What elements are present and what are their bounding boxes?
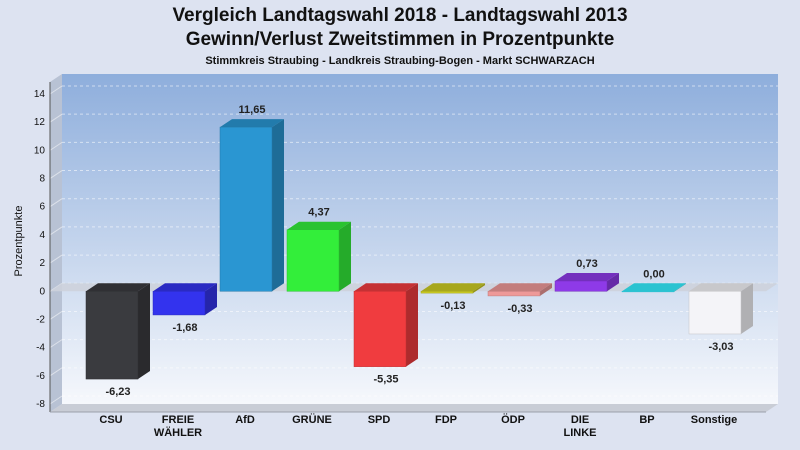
bar-top xyxy=(622,283,686,292)
value-label: -0,13 xyxy=(440,300,465,312)
bar-front xyxy=(85,291,139,380)
bar-front xyxy=(554,280,608,292)
bar-side xyxy=(272,119,284,292)
gridline-side xyxy=(49,141,63,151)
y-tick-label: -4 xyxy=(36,343,45,354)
y-tick-label: 14 xyxy=(34,89,46,100)
bar-top xyxy=(555,272,619,281)
y-axis-label: Prozentpunkte xyxy=(13,206,25,277)
bar-front xyxy=(688,291,742,335)
value-label: 0,73 xyxy=(576,258,597,270)
bar-top xyxy=(287,221,351,230)
y-tick-label: -8 xyxy=(36,399,45,410)
x-tick-label: ÖDP xyxy=(501,413,525,426)
x-tick-label: DIE xyxy=(571,414,589,426)
value-label: -5,35 xyxy=(373,374,398,386)
gridline-side xyxy=(49,170,63,179)
gridline-side xyxy=(49,226,63,236)
gridline-side xyxy=(49,339,63,349)
bar-top xyxy=(220,119,284,128)
y-tick-label: 10 xyxy=(34,145,46,156)
value-label: -1,68 xyxy=(172,322,197,334)
bar-side xyxy=(540,283,552,296)
bar-sonstige xyxy=(688,283,753,335)
x-tick-label: FREIE xyxy=(162,414,194,426)
bar-ödp xyxy=(487,283,552,297)
x-tick-label: WÄHLER xyxy=(154,426,202,439)
y-tick-label: 4 xyxy=(39,230,45,241)
bar-front xyxy=(152,291,206,316)
x-tick-label: FDP xyxy=(435,414,457,426)
chart-title: Vergleich Landtagswahl 2018 - Landtagswa… xyxy=(172,5,627,26)
bar-side xyxy=(406,283,418,367)
plot-floor xyxy=(50,404,778,412)
bar-front xyxy=(621,291,675,293)
bar-top xyxy=(354,283,418,292)
chart-region: Stimmkreis Straubing - Landkreis Straubi… xyxy=(205,55,594,67)
bar-bp xyxy=(621,283,686,293)
bar-front xyxy=(353,291,407,367)
value-label: -0,33 xyxy=(507,303,532,315)
bar-top xyxy=(86,283,150,292)
plot-side-wall xyxy=(50,74,62,412)
x-tick-label: CSU xyxy=(99,414,122,426)
bar-front xyxy=(487,291,541,297)
bar-die-linke xyxy=(554,272,619,292)
gridline-side xyxy=(49,311,63,320)
bar-fdp xyxy=(420,283,485,294)
y-tick-label: 12 xyxy=(34,117,46,128)
gridline-side xyxy=(49,113,63,123)
bar-freie-wähler xyxy=(152,283,217,316)
bar-front xyxy=(420,291,474,294)
x-tick-label: AfD xyxy=(235,414,255,426)
value-label: 11,65 xyxy=(239,104,266,116)
bar-top xyxy=(153,283,217,292)
bar-side xyxy=(473,283,485,294)
bar-side xyxy=(138,283,150,380)
x-tick-label: LINKE xyxy=(564,427,597,439)
x-tick-label: BP xyxy=(639,414,654,426)
value-label: 4,37 xyxy=(308,207,329,219)
bar-afd xyxy=(219,119,284,292)
x-tick-label: GRÜNE xyxy=(292,413,332,426)
bar-side xyxy=(607,272,619,292)
y-tick-label: 6 xyxy=(39,202,45,213)
bar-csu xyxy=(85,283,150,380)
bar-front xyxy=(286,229,340,292)
bar-spd xyxy=(353,283,418,367)
bar-side xyxy=(339,221,351,292)
bar-side xyxy=(741,283,753,334)
x-tick-label: Sonstige xyxy=(691,414,737,426)
value-label: 0,00 xyxy=(643,268,664,280)
bar-grüne xyxy=(286,221,351,292)
bar-top xyxy=(488,283,552,292)
value-label: -3,03 xyxy=(708,341,733,353)
y-tick-label: 8 xyxy=(39,174,45,185)
gridline-side xyxy=(49,85,63,95)
gridline-side xyxy=(49,254,63,264)
gridline-side xyxy=(49,395,63,405)
gridline-side xyxy=(49,367,63,377)
y-tick-label: 2 xyxy=(39,258,45,269)
plot-background xyxy=(62,74,778,404)
bar-top xyxy=(421,283,485,292)
bar-top xyxy=(689,283,753,292)
y-tick-label: 0 xyxy=(39,286,45,297)
gridline-side xyxy=(49,198,63,208)
y-tick-label: -2 xyxy=(36,314,45,325)
value-label: -6,23 xyxy=(105,386,130,398)
y-tick-label: -6 xyxy=(36,371,45,382)
chart-subtitle: Gewinn/Verlust Zweitstimmen in Prozentpu… xyxy=(186,29,615,50)
bar-side xyxy=(674,283,686,292)
x-tick-label: SPD xyxy=(368,414,391,426)
bar-front xyxy=(219,126,273,292)
bar-side xyxy=(205,283,217,315)
